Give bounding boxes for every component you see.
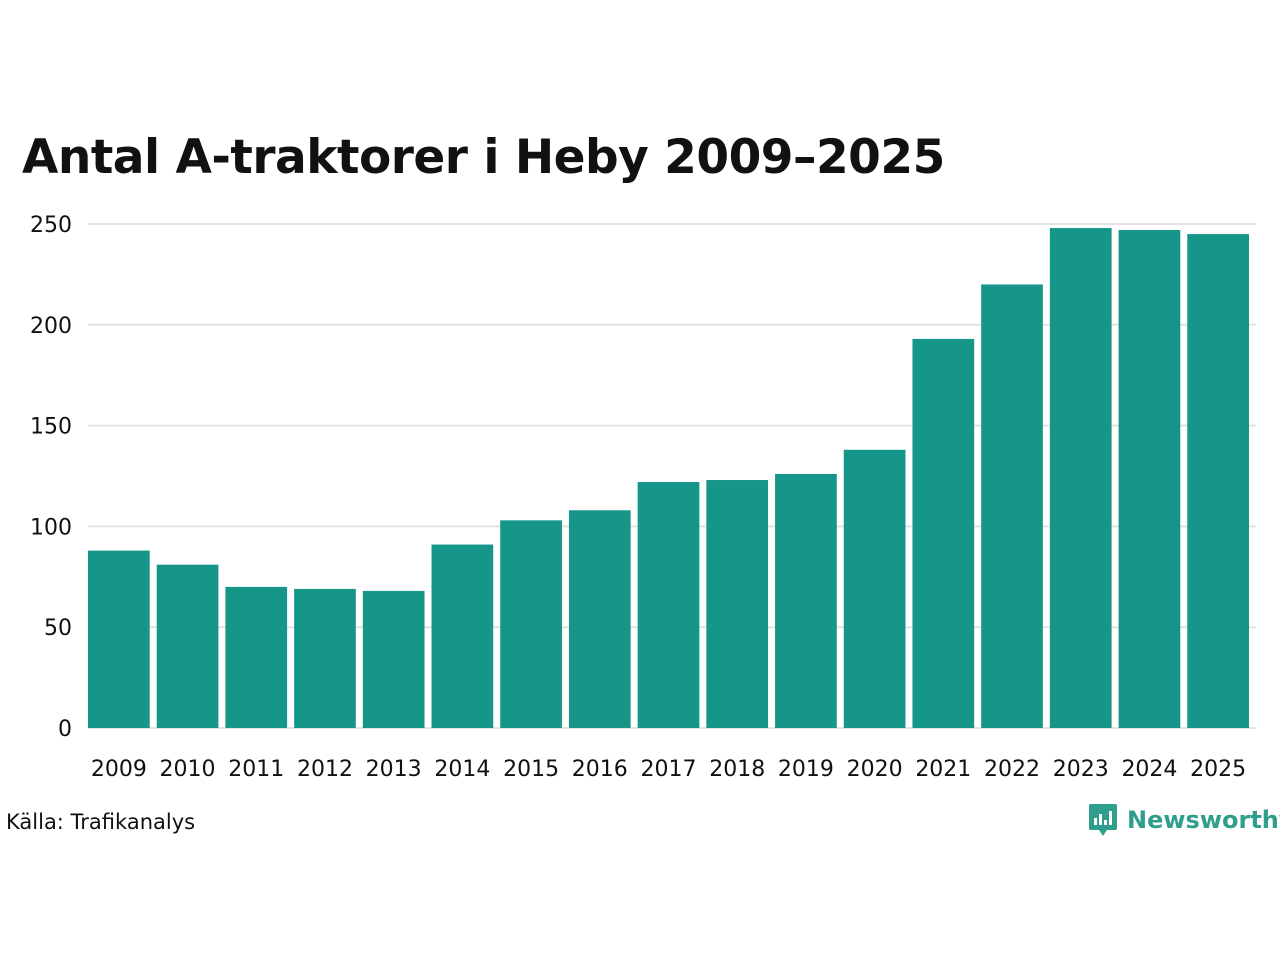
- x-tick-label: 2012: [297, 757, 353, 782]
- bar-2020: [843, 449, 906, 728]
- y-tick-label: 100: [30, 515, 72, 540]
- y-tick-label: 250: [30, 213, 72, 238]
- bar-2021: [912, 338, 975, 728]
- y-tick-label: 200: [30, 314, 72, 339]
- bar-2014: [431, 544, 494, 728]
- x-tick-label: 2019: [778, 757, 834, 782]
- newsworthy-logo-icon: [1089, 804, 1117, 836]
- bar-2019: [775, 473, 837, 728]
- bar-2009: [88, 550, 150, 728]
- x-tick-label: 2016: [572, 757, 628, 782]
- x-tick-label: 2014: [434, 757, 490, 782]
- bar-2012: [294, 588, 356, 728]
- bar-2018: [706, 480, 769, 728]
- bar-2025: [1187, 234, 1249, 728]
- bar-2024: [1118, 230, 1181, 728]
- x-tick-label: 2011: [228, 757, 284, 782]
- x-tick-label: 2009: [91, 757, 147, 782]
- x-tick-label: 2024: [1121, 757, 1177, 782]
- x-tick-label: 2010: [160, 757, 216, 782]
- chart-title: Antal A-traktorer i Heby 2009–2025: [22, 130, 945, 185]
- source-note: Källa: Trafikanalys: [6, 810, 196, 834]
- x-tick-label: 2022: [984, 757, 1040, 782]
- y-axis-ticks: 0 50 100 150 200 250: [30, 213, 72, 742]
- brand-name: Newsworthy: [1127, 806, 1280, 834]
- bar-2016: [568, 510, 631, 728]
- x-tick-label: 2025: [1190, 757, 1246, 782]
- bars: [88, 228, 1249, 729]
- x-tick-label: 2017: [641, 757, 697, 782]
- x-tick-label: 2015: [503, 757, 559, 782]
- x-tick-label: 2021: [915, 757, 971, 782]
- bar-2022: [981, 284, 1043, 728]
- bar-2013: [362, 590, 425, 728]
- x-tick-label: 2018: [709, 757, 765, 782]
- x-tick-label: 2020: [847, 757, 903, 782]
- bar-2023: [1049, 228, 1112, 729]
- brand-logo: Newsworthy: [1088, 803, 1280, 837]
- x-axis-ticks: 2009 2010 2011 2012 2013 2014 2015 2016 2017 2018…: [91, 757, 1246, 782]
- x-tick-label: 2023: [1053, 757, 1109, 782]
- bar-2011: [225, 586, 288, 728]
- y-tick-label: 0: [58, 717, 72, 742]
- bar-2017: [637, 482, 700, 728]
- x-tick-label: 2013: [366, 757, 422, 782]
- y-tick-label: 150: [30, 415, 72, 440]
- y-tick-label: 50: [44, 616, 72, 641]
- bar-2010: [156, 564, 219, 728]
- bar-2015: [500, 520, 562, 728]
